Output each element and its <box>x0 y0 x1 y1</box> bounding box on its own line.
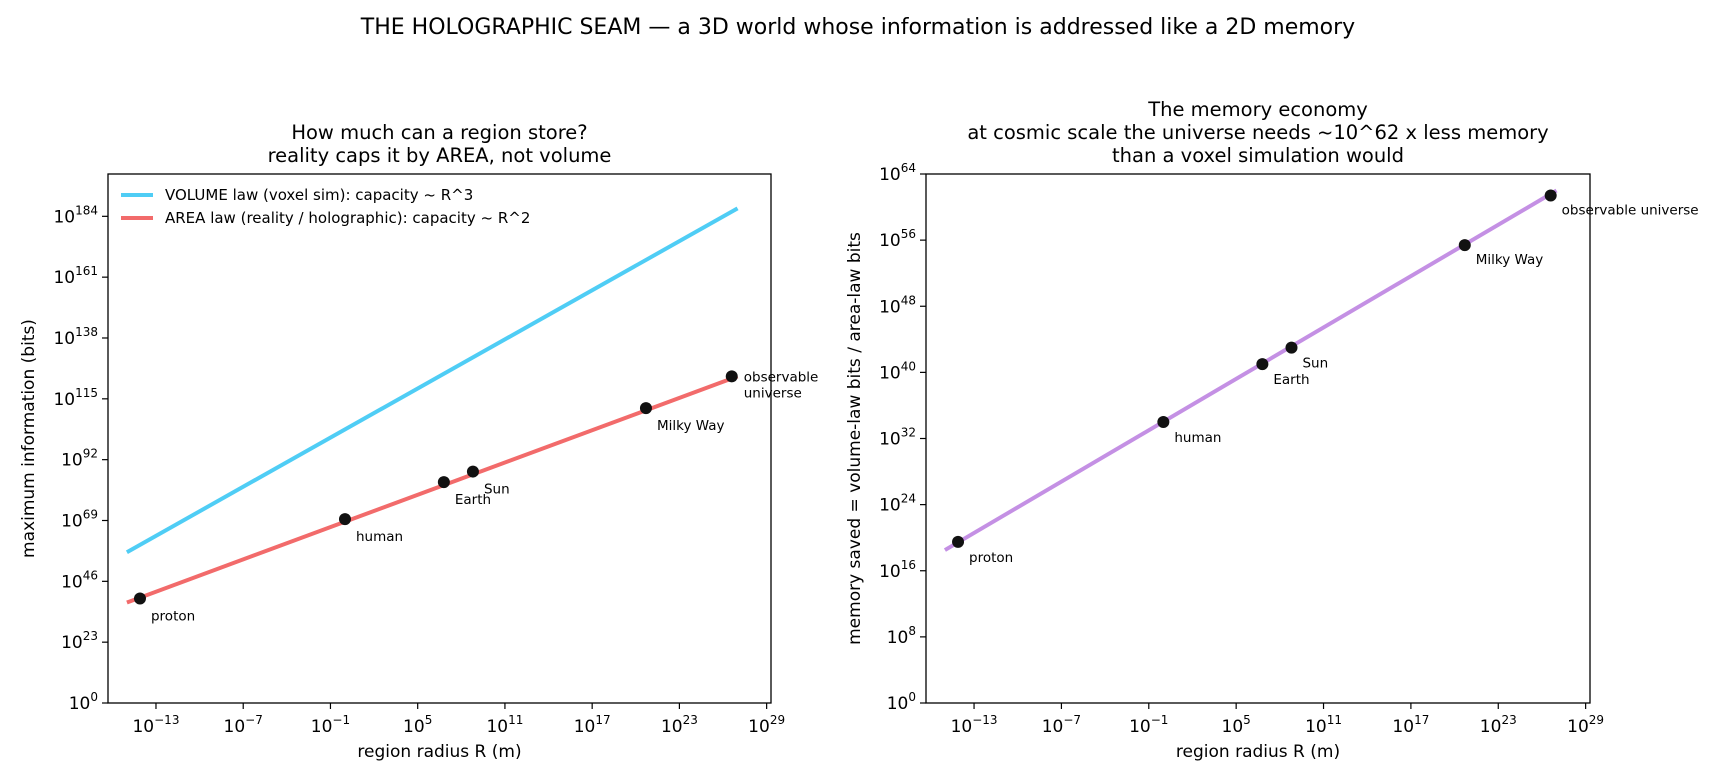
x-tick-label: 10−13 <box>951 713 998 737</box>
x-tick-label: 1011 <box>486 713 523 737</box>
legend-entry: VOLUME law (voxel sim): capacity ~ R^3 <box>165 186 473 204</box>
left-panel-capacity-chart: How much can a region store?reality caps… <box>19 121 818 762</box>
y-tick-label: 10115 <box>53 386 98 410</box>
y-tick-label: 1069 <box>61 507 98 531</box>
series-line-1 <box>126 374 739 605</box>
data-point-proton <box>133 592 146 605</box>
x-tick-label: 1017 <box>574 713 611 737</box>
point-annotation: Milky Way <box>657 418 725 434</box>
y-axis-label: maximum information (bits) <box>19 319 39 558</box>
y-axis-label: memory saved = volume-law bits / area-la… <box>845 232 865 645</box>
point-annotation: observable universe <box>744 369 819 401</box>
point-annotation: Sun <box>1302 356 1328 372</box>
y-tick-label: 100 <box>887 690 916 714</box>
legend: VOLUME law (voxel sim): capacity ~ R^3 AR… <box>121 186 530 227</box>
x-tick-label: 1023 <box>1480 713 1517 737</box>
x-tick-label: 10−7 <box>1042 713 1081 737</box>
x-tick-label: 10−1 <box>311 713 350 737</box>
x-tick-label: 10−7 <box>224 713 263 737</box>
point-annotation: human <box>1174 430 1221 446</box>
y-tick-label: 1092 <box>61 447 98 471</box>
point-annotation: Milky Way <box>1476 252 1544 268</box>
y-tick-label: 1016 <box>879 558 916 582</box>
series-line-0 <box>943 188 1558 552</box>
chart-title-line: How much can a region store? <box>291 121 587 144</box>
data-point-observable-universe <box>1544 189 1557 202</box>
data-point-sun <box>1285 341 1298 354</box>
x-tick-label: 10−1 <box>1129 713 1168 737</box>
x-tick-label: 10−13 <box>132 713 179 737</box>
x-tick-label: 105 <box>403 713 432 737</box>
data-point-earth <box>437 476 450 489</box>
data-point-human <box>1157 415 1170 428</box>
y-tick-label: 1046 <box>61 568 98 592</box>
y-tick-label: 10138 <box>53 325 98 349</box>
data-point-sun <box>466 465 479 478</box>
data-point-milky-way <box>1458 239 1471 252</box>
y-tick-label: 1064 <box>879 161 916 185</box>
x-tick-label: 1029 <box>1567 713 1604 737</box>
y-tick-label: 1048 <box>879 293 916 317</box>
data-point-observable-universe <box>725 370 738 383</box>
y-tick-label: 1056 <box>879 227 916 251</box>
y-tick-label: 1032 <box>879 426 916 450</box>
x-tick-label: 105 <box>1222 713 1251 737</box>
point-annotation: observable universe <box>1562 202 1699 218</box>
point-annotation: human <box>356 529 403 545</box>
y-tick-label: 100 <box>69 690 98 714</box>
x-tick-label: 1029 <box>748 713 785 737</box>
axes-frame <box>107 173 772 704</box>
x-tick-label: 1023 <box>661 713 698 737</box>
point-annotation: proton <box>969 550 1013 566</box>
chart-title-line: than a voxel simulation would <box>1112 144 1404 167</box>
chart-title-line: reality caps it by AREA, not volume <box>268 144 612 167</box>
point-annotation: proton <box>151 609 195 625</box>
data-point-human <box>338 513 351 526</box>
y-tick-label: 10184 <box>53 203 98 227</box>
y-tick-label: 1024 <box>879 492 916 516</box>
y-tick-label: 10161 <box>53 264 98 288</box>
x-tick-label: 1011 <box>1305 713 1342 737</box>
data-point-proton <box>952 535 965 548</box>
series-line-0 <box>125 206 739 554</box>
x-axis-label: region radius R (m) <box>357 742 521 762</box>
point-annotation: Earth <box>455 492 491 508</box>
x-tick-label: 1017 <box>1392 713 1429 737</box>
chart-title-line: The memory economy <box>1147 98 1368 121</box>
y-tick-label: 1023 <box>61 629 98 653</box>
chart-title-line: at cosmic scale the universe needs ~10^6… <box>967 121 1548 144</box>
figure-suptitle: THE HOLOGRAPHIC SEAM — a 3D world whose … <box>360 15 1355 40</box>
y-tick-label: 108 <box>887 624 916 648</box>
point-annotation: Sun <box>484 482 510 498</box>
data-point-milky-way <box>639 402 652 415</box>
legend-entry: AREA law (reality / holographic): capaci… <box>165 209 530 227</box>
y-tick-label: 1040 <box>879 359 916 383</box>
point-annotation: Earth <box>1273 372 1309 388</box>
x-axis-label: region radius R (m) <box>1176 742 1340 762</box>
data-point-earth <box>1256 358 1269 371</box>
